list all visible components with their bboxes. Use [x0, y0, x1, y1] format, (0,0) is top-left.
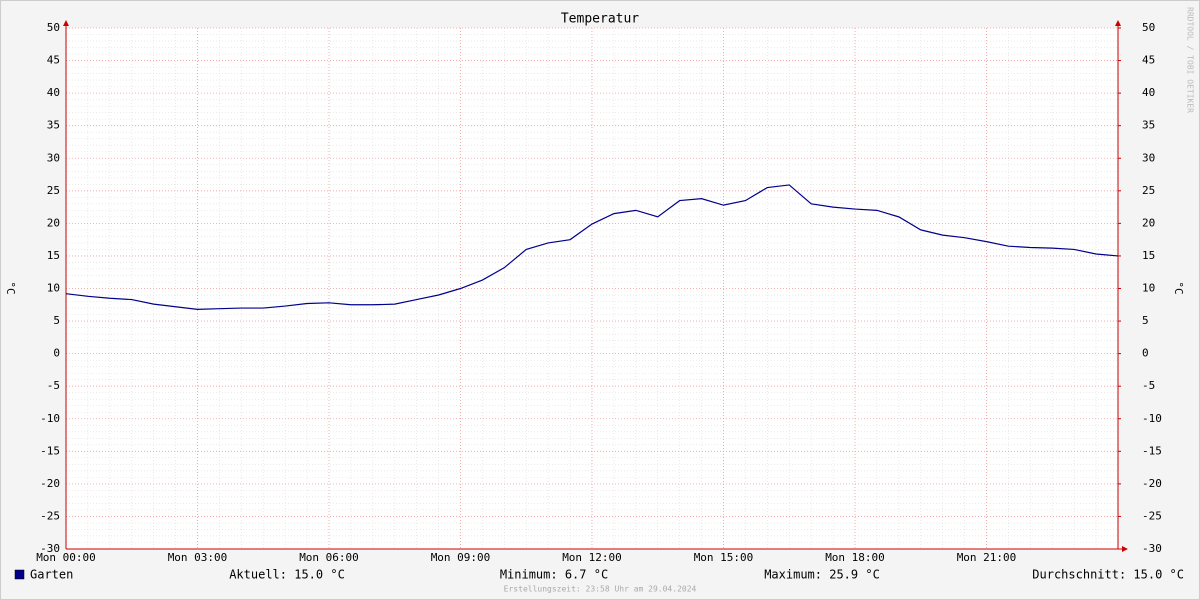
y-tick-label: -5 [47, 379, 60, 392]
y-tick-label: -25 [40, 509, 60, 522]
y2-tick-label: -30 [1142, 542, 1162, 555]
y-tick-label: -30 [40, 542, 60, 555]
chart-title: Temperatur [561, 12, 639, 27]
y2-tick-label: 20 [1142, 216, 1155, 229]
x-tick-label: Mon 15:00 [694, 551, 754, 564]
x-tick-label: Mon 06:00 [299, 551, 359, 564]
y2-tick-label: 0 [1142, 347, 1149, 360]
legend-swatch [14, 569, 25, 580]
arrow [1122, 546, 1128, 552]
arrow [63, 20, 69, 26]
legend-label: Garten [30, 568, 73, 582]
y2-tick-label: 45 [1142, 54, 1155, 67]
y2-tick-label: 10 [1142, 282, 1155, 295]
x-tick-label: Mon 12:00 [562, 551, 622, 564]
x-tick-label: Mon 03:00 [168, 551, 228, 564]
y-tick-label: 35 [47, 119, 60, 132]
y-tick-label: 30 [47, 151, 60, 164]
y-axis-label: °C [4, 281, 17, 294]
x-tick-label: Mon 18:00 [825, 551, 885, 564]
y-tick-label: 45 [47, 54, 60, 67]
y2-tick-label: -20 [1142, 477, 1162, 490]
y2-tick-label: 30 [1142, 151, 1155, 164]
watermark: RRDTOOL / TOBI OETIKER [1186, 7, 1195, 113]
y2-axis-label: °C [1172, 281, 1185, 294]
data-line [65, 184, 1119, 310]
stat: Aktuell: 15.0 °C [229, 568, 345, 582]
y-tick-label: 20 [47, 216, 60, 229]
footer: Erstellungszeit: 23:58 Uhr am 29.04.2024 [504, 585, 697, 594]
y-tick-label: 40 [47, 86, 60, 99]
y2-tick-label: 5 [1142, 314, 1149, 327]
y2-tick-label: 25 [1142, 184, 1155, 197]
x-tick-label: Mon 21:00 [957, 551, 1017, 564]
stat: Durchschnitt: 15.0 °C [1032, 568, 1184, 582]
x-tick-label: Mon 09:00 [431, 551, 491, 564]
y-tick-label: 5 [53, 314, 60, 327]
y2-tick-label: -5 [1142, 379, 1155, 392]
y2-tick-label: 35 [1142, 119, 1155, 132]
y-tick-label: 0 [53, 347, 60, 360]
y2-tick-label: 40 [1142, 86, 1155, 99]
y2-tick-label: -25 [1142, 509, 1162, 522]
y2-tick-label: -10 [1142, 412, 1162, 425]
y2-tick-label: 15 [1142, 249, 1155, 262]
y-tick-label: 25 [47, 184, 60, 197]
x-tick-label: Mon 00:00 [36, 551, 96, 564]
y-tick-label: 15 [47, 249, 60, 262]
y2-tick-label: -15 [1142, 444, 1162, 457]
stat: Maximum: 25.9 °C [764, 568, 880, 582]
stat: Minimum: 6.7 °C [500, 568, 608, 582]
y-tick-label: -15 [40, 444, 60, 457]
y-tick-label: -10 [40, 412, 60, 425]
y-tick-label: 10 [47, 282, 60, 295]
y-tick-label: 50 [47, 21, 60, 34]
y-tick-label: -20 [40, 477, 60, 490]
y2-tick-label: 50 [1142, 21, 1155, 34]
arrow [1115, 20, 1121, 26]
